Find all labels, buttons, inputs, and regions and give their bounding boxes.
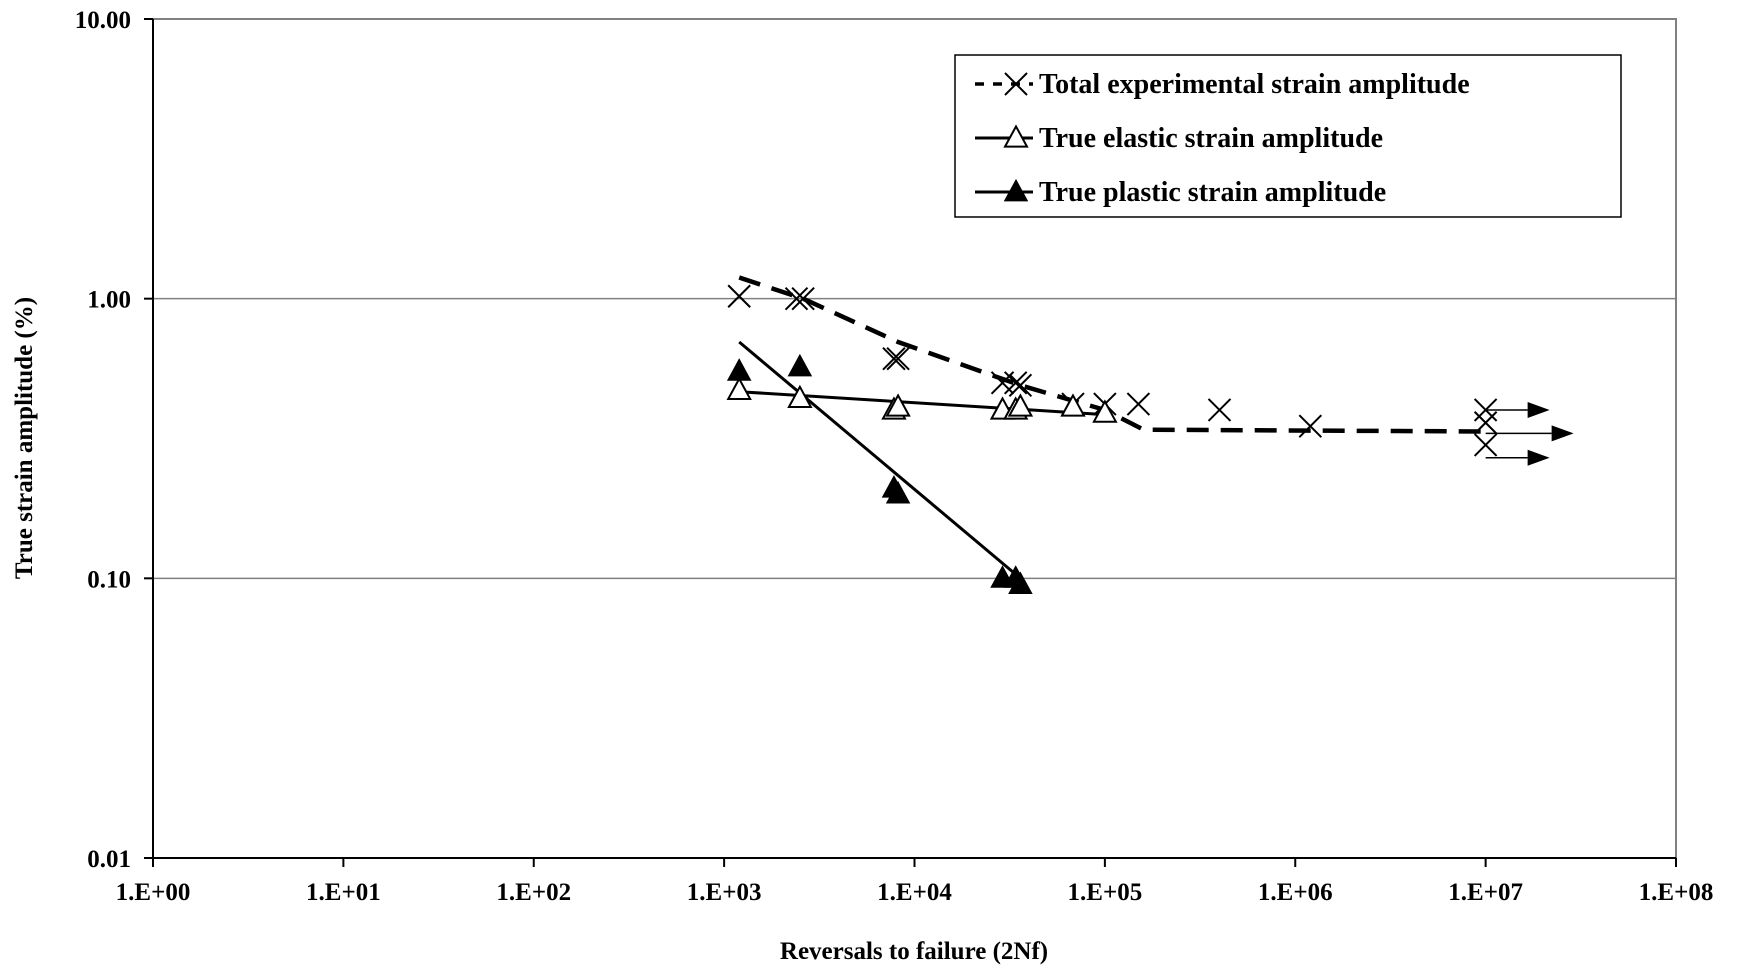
data-markers <box>726 284 1498 594</box>
y-tick-label: 0.01 <box>87 846 131 873</box>
axes: 1.E+00 1.E+01 1.E+02 1.E+03 1.E+04 1.E+05 1.E+… <box>75 7 1714 906</box>
legend-label-series-1: Total experimental strain amplitude <box>1039 69 1470 100</box>
y-axis-label: True strain amplitude (%) <box>11 297 38 579</box>
data-point-series-3 <box>1008 571 1033 594</box>
data-point-series-2 <box>885 393 911 417</box>
data-point-series-2 <box>1007 393 1034 417</box>
data-point-series-2 <box>1060 393 1086 417</box>
data-point-series-3 <box>726 358 752 381</box>
runout-arrows <box>1485 401 1574 466</box>
legend-marker-series-1 <box>1004 72 1028 96</box>
data-point-series-1 <box>1298 414 1323 438</box>
runout-arrow-head <box>1551 425 1574 442</box>
data-point-series-1 <box>1473 411 1498 435</box>
trend-line-series-3 <box>738 340 1022 580</box>
data-point-series-1 <box>791 286 815 311</box>
legend-label-series-3: True plastic strain amplitude <box>1039 177 1386 208</box>
runout-arrow-head <box>1527 401 1550 418</box>
trend-lines <box>738 275 1486 580</box>
data-point-series-2 <box>787 384 813 409</box>
trend-line-series-1 <box>738 275 1486 434</box>
data-point-series-3 <box>787 353 813 377</box>
data-point-series-1 <box>1003 371 1028 395</box>
x-tick-label: 1.E+00 <box>116 879 191 906</box>
legend-marker-series-3 <box>1003 178 1029 202</box>
legend-marker-series-2 <box>1003 124 1029 148</box>
y-tick-label: 1.00 <box>87 287 131 314</box>
y-tick-label: 10.00 <box>75 7 131 34</box>
data-point-series-1 <box>1207 398 1232 422</box>
gridlines <box>153 297 1676 580</box>
data-point-series-1 <box>727 284 751 308</box>
data-point-series-1 <box>1008 373 1033 398</box>
data-point-series-3 <box>885 481 911 504</box>
data-point-series-1 <box>886 346 910 371</box>
x-tick-label: 1.E+06 <box>1258 879 1333 906</box>
legend: Total experimental strain amplitude True … <box>954 54 1622 218</box>
data-point-series-2 <box>726 376 752 401</box>
data-point-series-2 <box>1092 399 1118 423</box>
data-point-series-1 <box>1473 433 1498 457</box>
legend-label-series-2: True elastic strain amplitude <box>1039 123 1383 154</box>
data-point-series-1 <box>1126 392 1151 416</box>
x-tick-label: 1.E+03 <box>687 879 762 906</box>
x-tick-label: 1.E+02 <box>496 879 571 906</box>
x-tick-label: 1.E+07 <box>1448 879 1523 906</box>
x-tick-label: 1.E+08 <box>1639 879 1714 906</box>
y-tick-label: 0.10 <box>87 566 131 593</box>
x-tick-label: 1.E+01 <box>306 879 381 906</box>
x-axis-label: Reversals to failure (2Nf) <box>780 938 1048 965</box>
legend-box <box>954 54 1622 218</box>
x-tick-label: 1.E+05 <box>1068 879 1143 906</box>
x-tick-label: 1.E+04 <box>877 879 952 906</box>
runout-arrow-head <box>1527 449 1550 466</box>
data-point-series-1 <box>784 286 809 311</box>
data-point-series-1 <box>882 346 906 371</box>
